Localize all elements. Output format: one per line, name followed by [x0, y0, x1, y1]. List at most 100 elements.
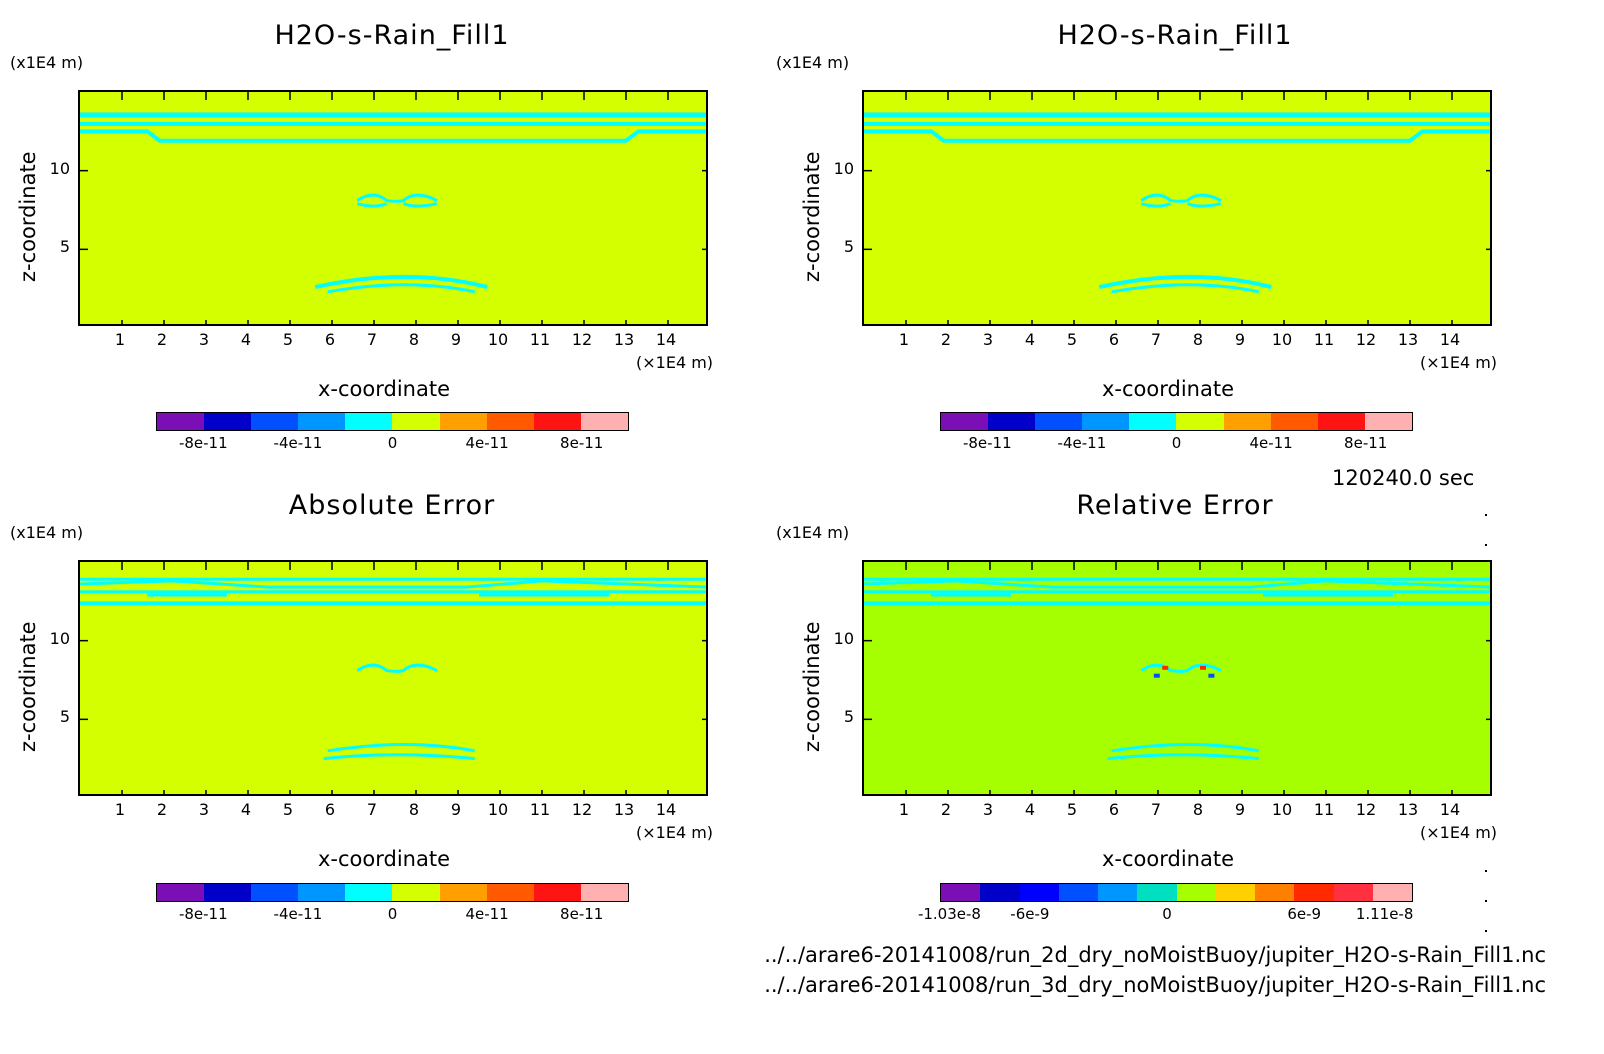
colorbar-tick-label: 0 [387, 905, 398, 923]
colorbar-segment [941, 413, 989, 430]
time-label: 120240.0 sec [1332, 466, 1475, 490]
colorbar-segment [251, 884, 299, 901]
x-tick-label: 5 [282, 330, 294, 349]
x-tick-label: 7 [1150, 330, 1162, 349]
extreme-value-point [1208, 673, 1215, 678]
colorbar-segment [533, 413, 581, 430]
colorbar-segment [1223, 413, 1271, 430]
x-tick-label: 6 [324, 800, 336, 819]
colorbar-segment [1255, 884, 1295, 901]
colorbar-segment [486, 884, 534, 901]
contour-line [1107, 753, 1259, 761]
x-tick-label: 5 [1066, 800, 1078, 819]
x-tick-label: 12 [1355, 800, 1377, 819]
contour-line [1140, 202, 1222, 208]
x-tick-label: 5 [1066, 330, 1078, 349]
colorbar-segment [439, 884, 487, 901]
y-tick-label: 5 [59, 707, 70, 727]
colorbar-segment [486, 413, 534, 430]
contour-band [864, 601, 1490, 606]
x-tick-label: 9 [1234, 330, 1246, 349]
contour-band [864, 577, 1490, 581]
x-axis-label: x-coordinate [318, 377, 451, 401]
colorbar-segment [580, 413, 628, 430]
x-axis-label: x-coordinate [1102, 377, 1235, 401]
x-tick-label: 12 [571, 330, 593, 349]
file-path-2: ../../arare6-20141008/run_3d_dry_noMoist… [764, 973, 1546, 997]
x-tick-label: 8 [1192, 800, 1204, 819]
colorbar-tick-label: 4e-11 [1249, 434, 1293, 452]
colorbar-segment [580, 884, 628, 901]
x-tick-label: 7 [366, 800, 378, 819]
heatmap-svg [80, 92, 706, 324]
colorbar-segment [345, 413, 393, 430]
contour-line [864, 579, 1490, 589]
colorbar-segment [980, 884, 1020, 901]
contour-band [864, 590, 1490, 594]
contour-line [1098, 274, 1272, 290]
contour-line [1111, 743, 1260, 753]
colorbar-tick-label: 0 [1171, 434, 1182, 452]
heatmap-svg [80, 562, 706, 794]
colorbar-segment [1058, 884, 1098, 901]
decorative-dot [1485, 930, 1487, 932]
colorbar-tick-label: -8e-11 [178, 434, 228, 452]
x-tick-label: 6 [324, 330, 336, 349]
colorbar-segment [1372, 884, 1412, 901]
colorbar [156, 412, 629, 431]
x-tick-label: 9 [1234, 800, 1246, 819]
x-axis-label: x-coordinate [318, 847, 451, 871]
y-unit-label: (x1E4 m) [776, 523, 850, 542]
contour-line [1140, 193, 1222, 203]
x-tick-label: 3 [198, 800, 210, 819]
colorbar-segment [204, 413, 252, 430]
contour-band [80, 121, 706, 126]
colorbar-segment [1129, 413, 1177, 430]
x-tick-label: 6 [1108, 330, 1120, 349]
colorbar-segment [941, 884, 981, 901]
y-tick-label: 5 [59, 237, 70, 257]
contour-line [1140, 663, 1222, 673]
contour-band [80, 577, 706, 581]
contour-line [356, 193, 438, 203]
colorbar-segment [1176, 884, 1216, 901]
file-path-1: ../../arare6-20141008/run_2d_dry_noMoist… [764, 943, 1546, 967]
x-tick-label: 11 [529, 330, 551, 349]
colorbar [156, 883, 629, 902]
x-tick-label: 4 [1024, 800, 1036, 819]
decorative-dot [1485, 544, 1487, 546]
colorbar-tick-label: -4e-11 [273, 434, 323, 452]
colorbar-tick-label: 8e-11 [560, 434, 604, 452]
x-tick-label: 8 [408, 330, 420, 349]
y-tick-label: 5 [843, 707, 854, 727]
heatmap-svg [864, 562, 1490, 794]
colorbar-tick-label: 6e-9 [1287, 905, 1322, 923]
x-tick-label: 8 [1192, 330, 1204, 349]
colorbar-tick-label: 0 [387, 434, 398, 452]
panel-title: Absolute Error [288, 490, 496, 521]
x-tick-label: 9 [450, 800, 462, 819]
plot-area [862, 90, 1492, 326]
colorbar-tick-label: 4e-11 [465, 905, 509, 923]
colorbar-tick-label: 0 [1162, 905, 1172, 923]
x-tick-label: 5 [282, 800, 294, 819]
colorbar-segment [157, 884, 205, 901]
colorbar-segment [1019, 884, 1059, 901]
x-tick-label: 7 [366, 330, 378, 349]
colorbar-segment [1364, 413, 1412, 430]
heatmap-svg [864, 92, 1490, 324]
colorbar [940, 412, 1413, 431]
colorbar-tick-label: -1.03e-8 [917, 905, 981, 923]
x-tick-label: 13 [1397, 800, 1419, 819]
colorbar-segment [1333, 884, 1373, 901]
contour-line [356, 663, 438, 673]
x-tick-label: 6 [1108, 800, 1120, 819]
x-tick-label: 14 [1439, 800, 1461, 819]
colorbar-segment [392, 413, 440, 430]
colorbar-segment [1098, 884, 1138, 901]
heatmap-background [80, 562, 706, 794]
colorbar-tick-label: 4e-11 [465, 434, 509, 452]
x-tick-label: 2 [940, 330, 952, 349]
x-unit-label: (×1E4 m) [1420, 823, 1498, 842]
